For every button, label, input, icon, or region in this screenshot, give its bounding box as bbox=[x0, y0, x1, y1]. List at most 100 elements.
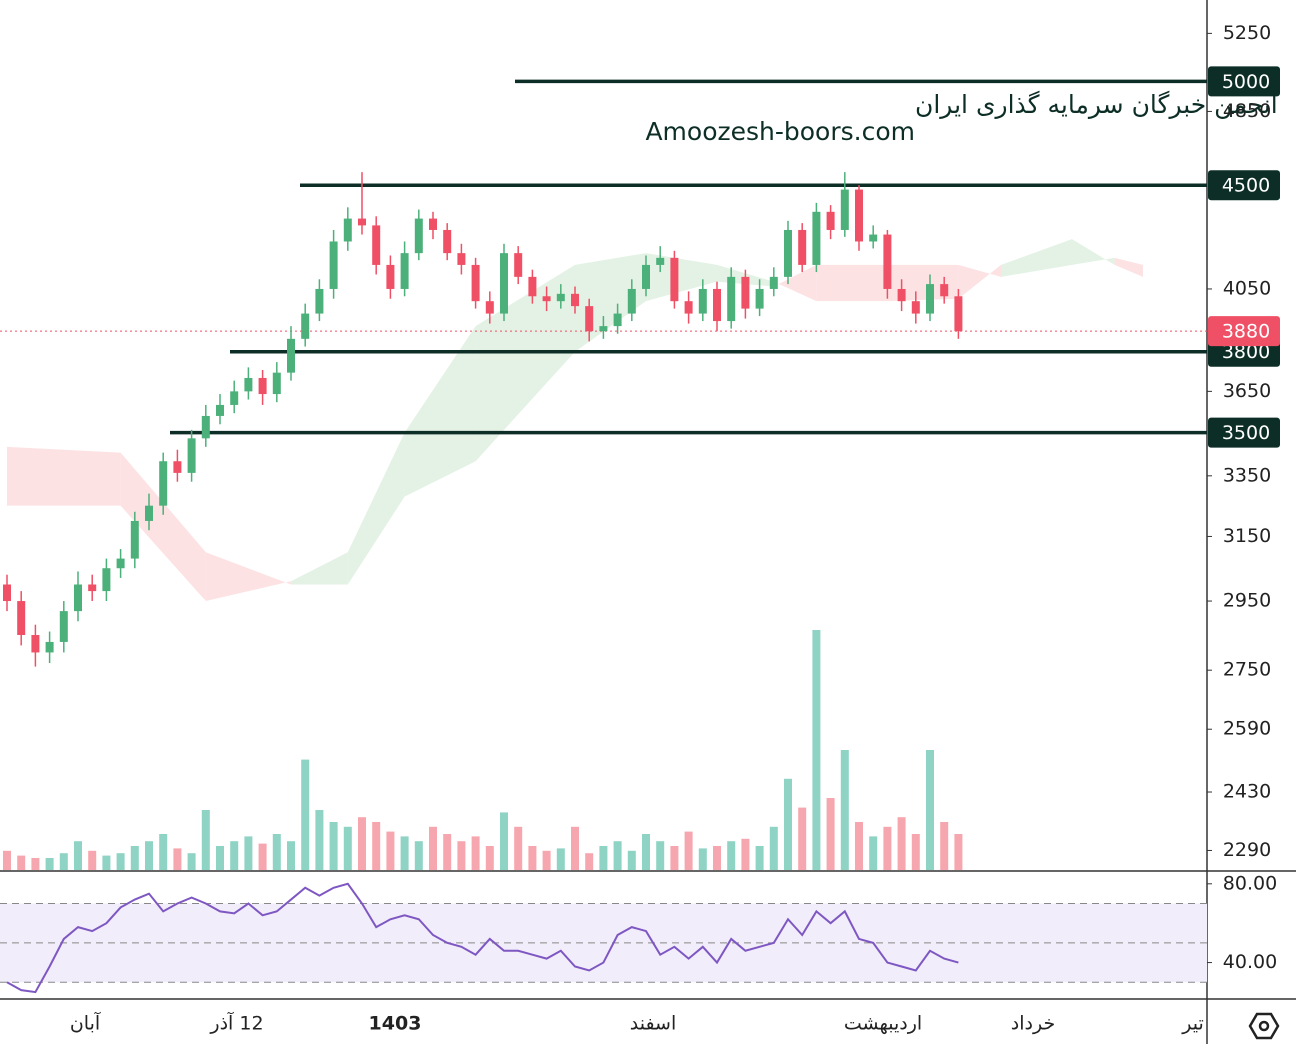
x-tick-label: آبان bbox=[70, 1011, 101, 1035]
candle-body bbox=[315, 288, 324, 314]
volume-bar bbox=[130, 846, 139, 870]
volume-bar bbox=[599, 846, 608, 870]
candle-body bbox=[926, 284, 934, 314]
candle-body bbox=[940, 284, 949, 297]
volume-bar bbox=[244, 836, 253, 870]
volume-bar bbox=[855, 822, 863, 870]
volume-bar bbox=[642, 834, 650, 870]
x-tick-label: خرداد bbox=[1011, 1013, 1055, 1035]
volume-bar bbox=[102, 855, 111, 870]
volume-bar bbox=[74, 841, 82, 870]
volume-bar bbox=[3, 850, 11, 870]
candle-body bbox=[698, 288, 707, 314]
candle-body bbox=[372, 225, 381, 265]
candle-body bbox=[400, 253, 409, 289]
candle-body bbox=[585, 306, 594, 332]
volume-bar bbox=[713, 846, 721, 870]
volume-bar bbox=[216, 846, 224, 870]
candle-body bbox=[713, 288, 721, 322]
rsi-line bbox=[6, 882, 959, 994]
cloud-segment bbox=[773, 264, 817, 302]
candle-body bbox=[542, 296, 551, 302]
candle-body bbox=[216, 404, 224, 416]
cloud-segment bbox=[646, 253, 717, 302]
volume-bar bbox=[670, 846, 679, 870]
candle-body bbox=[613, 313, 622, 327]
volume-bar bbox=[798, 807, 807, 870]
y-tick-label: 5250 bbox=[1223, 22, 1271, 44]
volume-bar bbox=[755, 846, 764, 870]
volume-bar bbox=[31, 858, 40, 870]
cloud-segment bbox=[205, 552, 291, 602]
volume-bar bbox=[400, 836, 409, 870]
cloud-segment bbox=[958, 264, 1001, 299]
volume-bar bbox=[372, 822, 381, 870]
y-tick-label: 80.00 bbox=[1223, 872, 1277, 894]
candle-body bbox=[855, 189, 863, 242]
candle-body bbox=[173, 461, 182, 473]
candle-body bbox=[514, 253, 523, 277]
volume-bar bbox=[954, 834, 963, 870]
y-tick-label: 4850 bbox=[1223, 100, 1271, 122]
candle-body bbox=[358, 218, 366, 226]
cloud-segment bbox=[816, 264, 888, 302]
volume-bar bbox=[457, 841, 466, 870]
y-tick-label: 3350 bbox=[1223, 464, 1271, 486]
candle-body bbox=[201, 415, 210, 439]
candle-body bbox=[116, 558, 125, 569]
candle-body bbox=[627, 288, 636, 314]
y-tick-label: 3650 bbox=[1223, 380, 1271, 402]
volume-bar bbox=[358, 817, 366, 870]
last-price-tag bbox=[1208, 316, 1280, 347]
logo[interactable] bbox=[1248, 1012, 1280, 1040]
logo-dot[interactable] bbox=[1258, 1020, 1270, 1032]
volume-bar bbox=[769, 826, 778, 870]
volume-bar bbox=[869, 836, 878, 870]
volume-bar bbox=[45, 858, 54, 870]
candle-body bbox=[3, 584, 11, 602]
candle-body bbox=[784, 229, 792, 277]
volume-bar bbox=[159, 834, 168, 870]
cloud-segment bbox=[475, 264, 575, 462]
volume-bar bbox=[429, 826, 437, 870]
volume-bar bbox=[173, 848, 182, 870]
logo-hexagon[interactable] bbox=[1248, 1012, 1280, 1040]
volume-bar bbox=[883, 826, 892, 870]
candle-body bbox=[471, 264, 480, 302]
candle-body bbox=[656, 257, 665, 265]
volume-bar bbox=[571, 826, 579, 870]
candle-body bbox=[287, 338, 295, 373]
level-tag bbox=[1208, 417, 1280, 448]
level-label: 3500 bbox=[1222, 422, 1270, 444]
volume-bar bbox=[897, 817, 906, 870]
volume-bar bbox=[485, 846, 494, 870]
volume-bar bbox=[88, 850, 97, 870]
candle-body bbox=[684, 301, 693, 314]
candle-body bbox=[258, 377, 267, 395]
volume-bar bbox=[500, 812, 508, 870]
volume-bar bbox=[684, 831, 693, 870]
y-tick-label: 40.00 bbox=[1223, 951, 1277, 973]
volume-bar bbox=[414, 841, 423, 870]
volume-bar bbox=[784, 778, 792, 870]
x-tick-label: تیر bbox=[1181, 1013, 1204, 1035]
candle-body bbox=[798, 229, 807, 265]
volume-bar bbox=[613, 841, 622, 870]
volume-bar bbox=[627, 850, 636, 870]
volume-bar bbox=[287, 841, 295, 870]
candle-body bbox=[500, 253, 508, 314]
candle-body bbox=[187, 438, 196, 473]
candle-body bbox=[414, 218, 423, 254]
level-tag bbox=[1208, 170, 1280, 201]
candle-body bbox=[599, 326, 608, 332]
level-label: 5000 bbox=[1222, 71, 1270, 93]
candle-body bbox=[897, 288, 906, 302]
y-tick-label: 3150 bbox=[1223, 525, 1271, 547]
watermark: Amoozesh-boors.com bbox=[645, 117, 915, 146]
candle-body bbox=[954, 296, 963, 332]
y-tick-label: 2950 bbox=[1223, 590, 1271, 612]
candle-body bbox=[457, 253, 466, 265]
candle-body bbox=[869, 234, 878, 242]
volume-bar bbox=[926, 750, 934, 870]
candle-body bbox=[642, 264, 650, 289]
